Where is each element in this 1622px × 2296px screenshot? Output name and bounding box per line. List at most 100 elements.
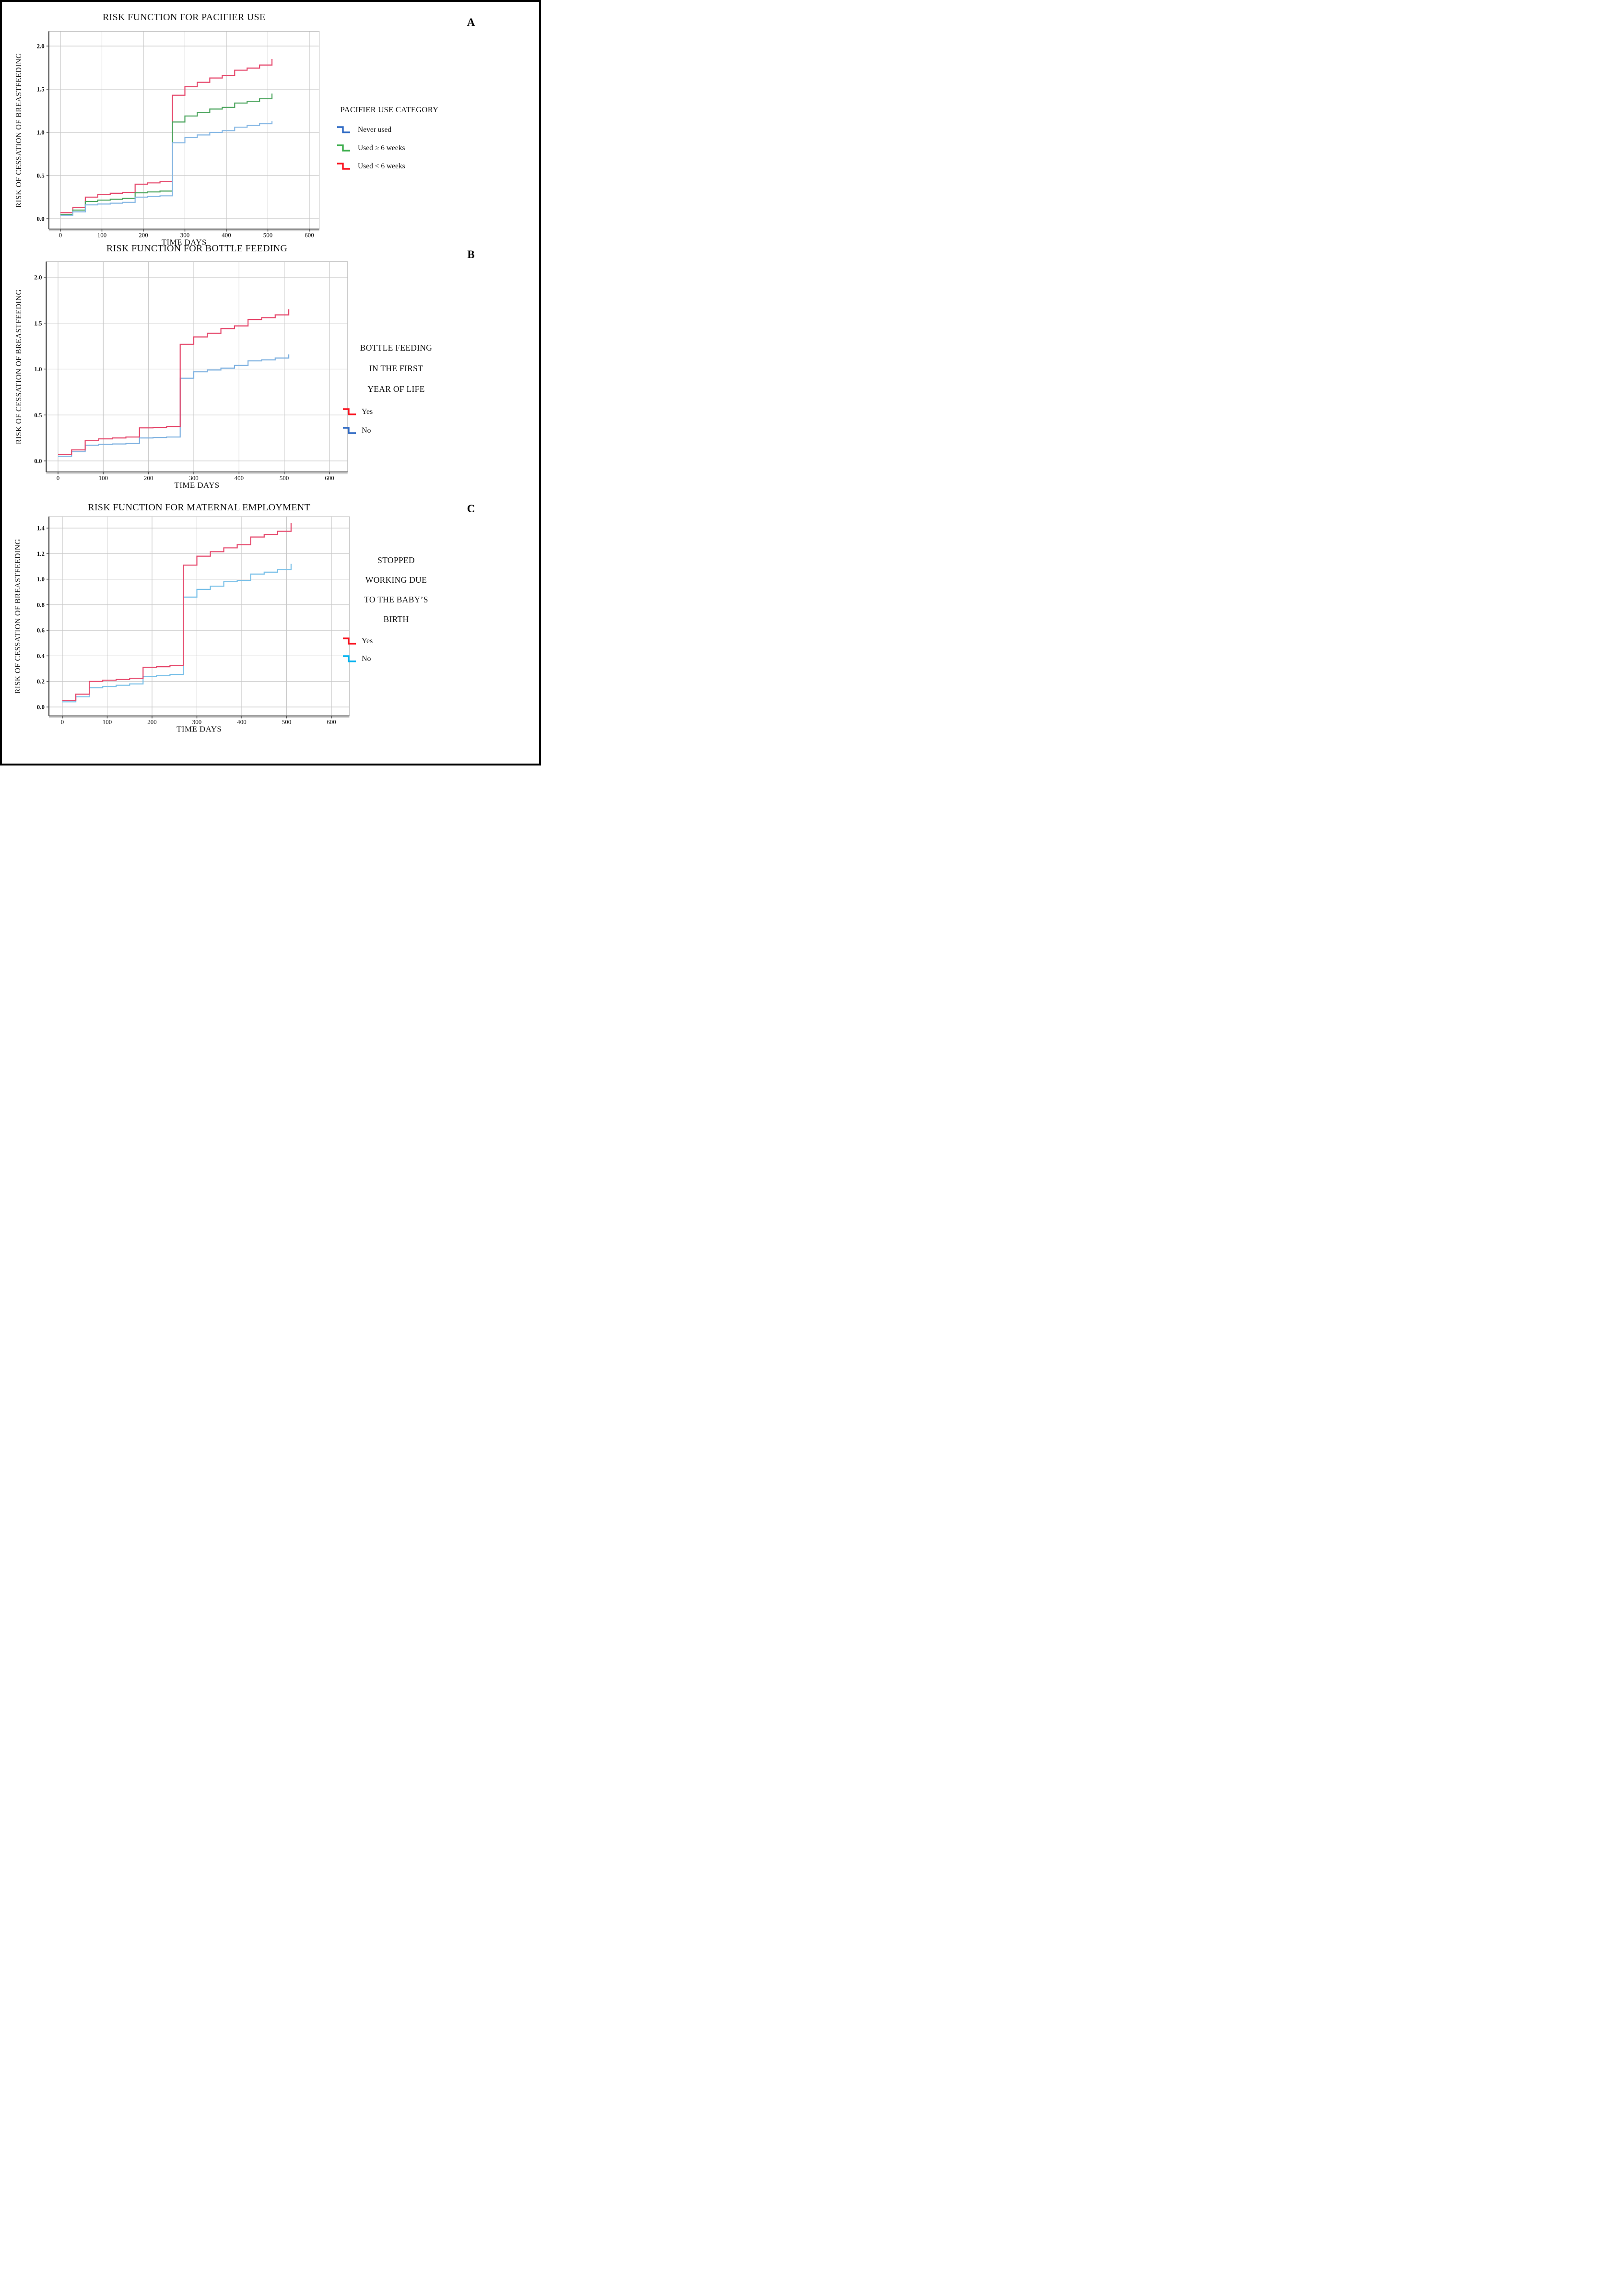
svg-text:1.0: 1.0 <box>34 365 42 373</box>
svg-text:1.4: 1.4 <box>37 525 45 532</box>
y-axis-label: RISK OF CESSATION OF BREASTFEEDING <box>15 289 23 444</box>
y-tick-labels: 0.0 0.2 0.4 0.6 0.8 1.0 1.2 1.4 <box>37 525 45 711</box>
axis-ticks <box>46 528 332 718</box>
pacifier-risk-chart: 0 100 200 300 400 500 600 0.0 0.5 1.0 1.5 2.0 RISK F… <box>15 12 320 247</box>
series-no-line <box>62 564 292 703</box>
y-tick-labels: 0.0 0.5 1.0 1.5 2.0 <box>37 43 45 223</box>
svg-text:600: 600 <box>327 718 336 726</box>
legend-item-label: Yes <box>362 407 373 416</box>
svg-text:100: 100 <box>97 232 107 239</box>
svg-text:500: 500 <box>263 232 273 239</box>
legend-item: Used < 6 weeks <box>322 157 457 176</box>
panel-letter-c: C <box>467 503 475 515</box>
svg-text:400: 400 <box>235 474 244 482</box>
svg-text:200: 200 <box>144 474 153 482</box>
legend-item: Yes <box>331 402 461 421</box>
series-used-6-weeks-line <box>60 59 273 213</box>
svg-text:2.0: 2.0 <box>37 43 45 50</box>
svg-text:500: 500 <box>282 718 292 726</box>
legend-item-label: Never used <box>358 126 392 134</box>
svg-text:1.5: 1.5 <box>34 319 42 327</box>
legend-item: Used ≥ 6 weeks <box>322 139 457 157</box>
gridlines <box>48 517 350 716</box>
svg-text:0.5: 0.5 <box>37 172 45 179</box>
step-line-swatch-icon <box>337 144 350 152</box>
step-line-swatch-icon <box>343 408 356 415</box>
svg-text:100: 100 <box>103 718 112 726</box>
gridlines <box>48 31 319 229</box>
legend-title: STOPPED WORKING DUE TO THE BABY’S BIRTH <box>364 555 428 624</box>
svg-text:100: 100 <box>99 474 108 482</box>
legend-title: PACIFIER USE CATEGORY <box>340 105 439 114</box>
svg-text:1.2: 1.2 <box>37 550 45 557</box>
series-yes-line <box>58 309 290 455</box>
legend-item: No <box>331 421 461 440</box>
svg-text:0.0: 0.0 <box>37 215 45 223</box>
axis-ticks <box>46 46 310 232</box>
legend-item-label: No <box>362 654 371 663</box>
legend-item: Yes <box>331 632 461 650</box>
legend-item-label: Yes <box>362 636 373 645</box>
svg-text:0.0: 0.0 <box>37 704 45 711</box>
plot-frame <box>48 31 320 230</box>
legend-item-label: No <box>362 426 371 435</box>
svg-text:0.5: 0.5 <box>34 412 42 419</box>
series-no-line <box>58 354 290 457</box>
x-axis-label: TIME DAYS <box>162 238 207 247</box>
y-tick-labels: 0.0 0.5 1.0 1.5 2.0 <box>34 274 42 465</box>
svg-text:200: 200 <box>147 718 157 726</box>
panel-letter-a: A <box>467 16 475 28</box>
legend-item-label: Used ≥ 6 weeks <box>358 144 405 152</box>
chart-title: RISK FUNCTION FOR BOTTLE FEEDING <box>106 244 287 254</box>
bottle-feeding-legend: BOTTLE FEEDING IN THE FIRST YEAR OF LIFE… <box>331 338 461 440</box>
legend-item: Never used <box>322 121 457 139</box>
svg-text:0: 0 <box>57 474 60 482</box>
step-line-swatch-icon <box>343 426 356 434</box>
svg-text:1.0: 1.0 <box>37 576 45 583</box>
pacifier-legend: PACIFIER USE CATEGORY Never used Used ≥ … <box>322 105 457 176</box>
step-line-swatch-icon <box>343 655 356 662</box>
svg-text:1.0: 1.0 <box>37 129 45 136</box>
svg-text:0.4: 0.4 <box>37 652 45 659</box>
svg-text:2.0: 2.0 <box>34 274 42 281</box>
y-axis-label: RISK OF CESSATION OF BREASTFEEDING <box>15 53 23 208</box>
chart-title: RISK FUNCTION FOR MATERNAL EMPLOYMENT <box>88 502 310 513</box>
legend-title: BOTTLE FEEDING IN THE FIRST YEAR OF LIFE <box>360 343 433 394</box>
figure-panel: 0 100 200 300 400 500 600 0.0 0.5 1.0 1.5 2.0 RISK F… <box>0 0 541 765</box>
x-tick-labels: 0 100 200 300 400 500 600 <box>61 718 336 726</box>
svg-text:300: 300 <box>180 232 190 239</box>
maternal-employment-legend: STOPPED WORKING DUE TO THE BABY’S BIRTH … <box>331 551 461 668</box>
series-never-used-line <box>60 121 273 216</box>
legend-item: No <box>331 650 461 668</box>
svg-text:0.0: 0.0 <box>34 458 42 465</box>
svg-text:0: 0 <box>61 718 64 726</box>
chart-title: RISK FUNCTION FOR PACIFIER USE <box>103 12 265 23</box>
svg-text:1.5: 1.5 <box>37 86 45 93</box>
legend-item-label: Used < 6 weeks <box>358 162 405 170</box>
svg-text:600: 600 <box>325 474 334 482</box>
svg-text:0.2: 0.2 <box>37 678 45 685</box>
x-axis-label: TIME DAYS <box>175 481 220 490</box>
svg-text:0: 0 <box>59 232 62 239</box>
gridlines <box>46 261 348 472</box>
y-axis-label: RISK OF CESSATION OF BREASTFEEDING <box>14 539 22 694</box>
series-yes-line <box>62 523 292 701</box>
svg-text:300: 300 <box>192 718 202 726</box>
svg-text:400: 400 <box>222 232 231 239</box>
svg-text:200: 200 <box>139 232 148 239</box>
svg-text:300: 300 <box>189 474 199 482</box>
svg-text:500: 500 <box>280 474 289 482</box>
axis-ticks <box>44 277 330 474</box>
svg-text:0.6: 0.6 <box>37 627 45 634</box>
step-line-swatch-icon <box>337 163 350 170</box>
x-tick-labels: 0 100 200 300 400 500 600 <box>59 232 314 239</box>
x-tick-labels: 0 100 200 300 400 500 600 <box>57 474 334 482</box>
svg-text:600: 600 <box>305 232 314 239</box>
step-line-swatch-icon <box>337 126 350 133</box>
plot-frame <box>48 516 350 717</box>
svg-text:0.8: 0.8 <box>37 601 45 608</box>
x-axis-label: TIME DAYS <box>176 725 222 734</box>
maternal-employment-risk-chart: 0 100 200 300 400 500 600 0.0 0.2 0.4 0.6 0.8 1.0 1.2… <box>14 502 350 734</box>
svg-text:400: 400 <box>237 718 247 726</box>
panel-letter-b: B <box>467 248 475 260</box>
